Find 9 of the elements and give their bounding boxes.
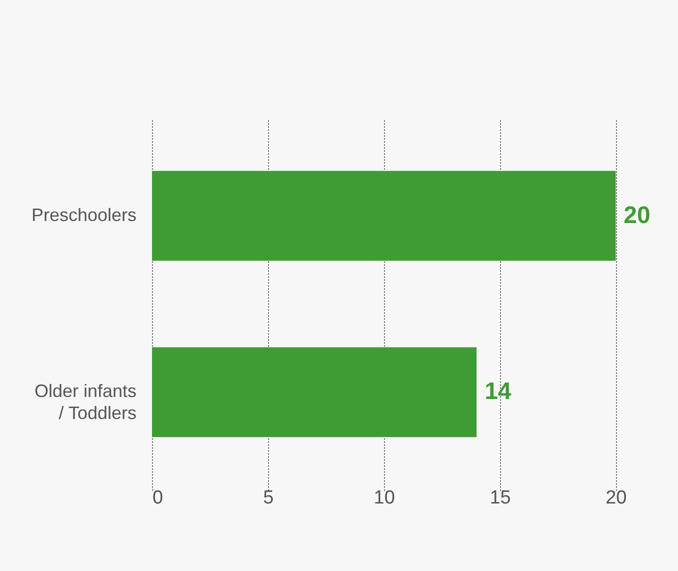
data-label: 20 [624, 202, 650, 229]
x-tick-label: 5 [263, 488, 274, 508]
x-tick-label: 15 [490, 488, 511, 508]
x-tick-label: 10 [374, 488, 395, 508]
x-tick-label: 0 [152, 488, 164, 508]
y-tick-label: Older infants / Toddlers [34, 381, 136, 424]
x-tick-label: 20 [606, 488, 627, 508]
y-tick-label: Preschoolers [31, 204, 136, 225]
data-label: 14 [484, 378, 512, 406]
